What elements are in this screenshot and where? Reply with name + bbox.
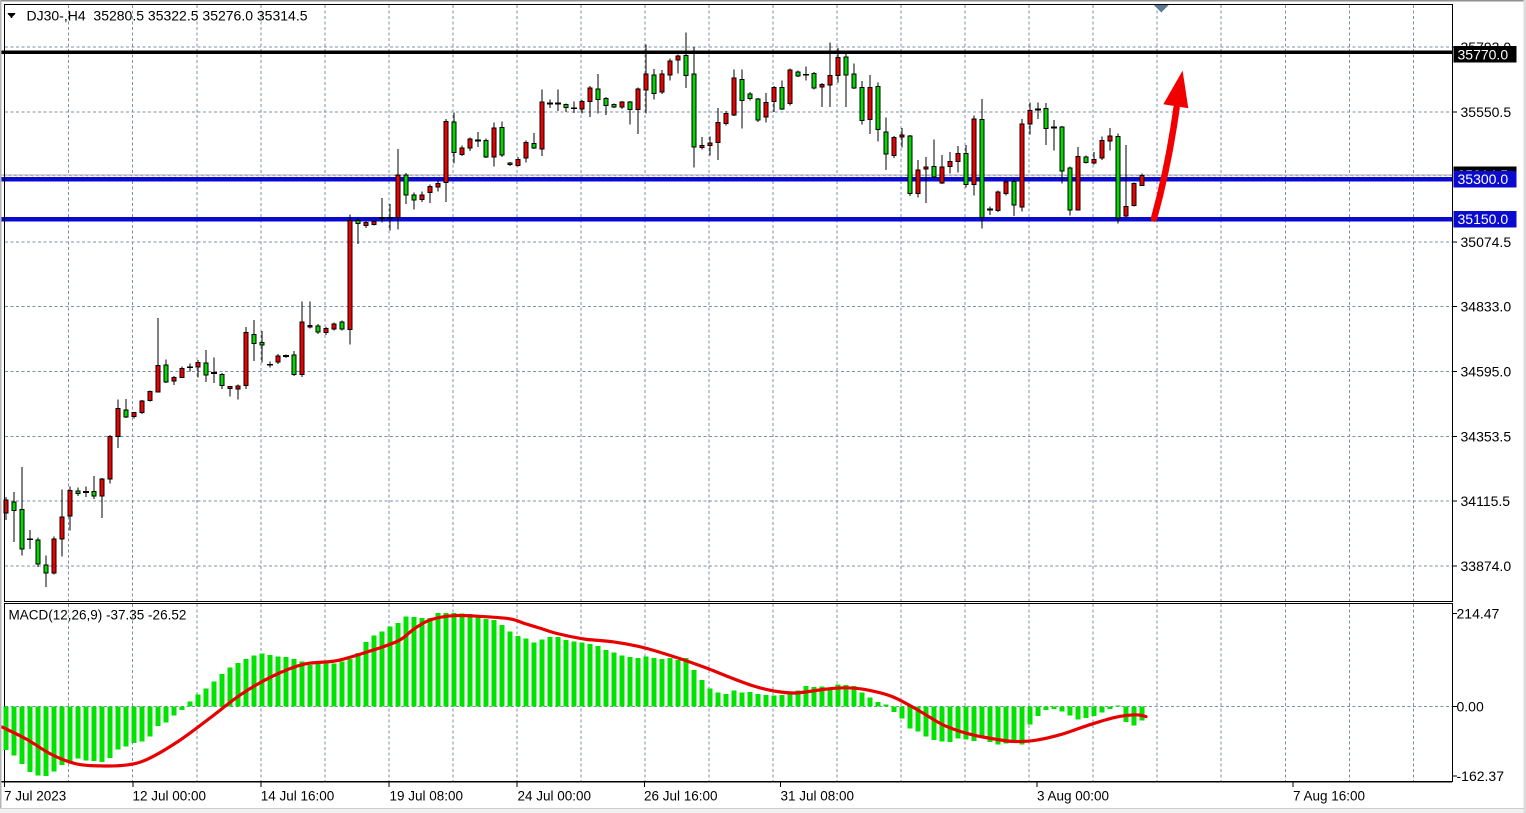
svg-text:34595.0: 34595.0 [1461, 363, 1512, 379]
svg-text:7 Aug 16:00: 7 Aug 16:00 [1293, 789, 1365, 804]
svg-text:-162.37: -162.37 [1457, 768, 1505, 784]
svg-text:12 Jul 00:00: 12 Jul 00:00 [133, 789, 207, 804]
svg-text:34115.5: 34115.5 [1461, 493, 1511, 509]
svg-text:35150.0: 35150.0 [1458, 211, 1509, 227]
svg-text:26 Jul 16:00: 26 Jul 16:00 [644, 789, 718, 804]
svg-text:34353.5: 34353.5 [1461, 428, 1512, 444]
svg-text:33874.0: 33874.0 [1461, 558, 1512, 574]
svg-text:35770.0: 35770.0 [1458, 46, 1509, 62]
svg-text:35550.5: 35550.5 [1461, 104, 1512, 120]
svg-text:19 Jul 08:00: 19 Jul 08:00 [390, 789, 464, 804]
svg-text:0.00: 0.00 [1457, 699, 1484, 715]
svg-text:MACD(12,26,9) -37.35 -26.52: MACD(12,26,9) -37.35 -26.52 [9, 608, 187, 623]
svg-text:7 Jul 2023: 7 Jul 2023 [4, 789, 66, 804]
svg-text:DJ30-,H4 35280.5 35322.5 3527: DJ30-,H4 35280.5 35322.5 35276.0 35314.5 [27, 8, 308, 24]
svg-text:35300.0: 35300.0 [1458, 171, 1509, 187]
svg-text:3 Aug 00:00: 3 Aug 00:00 [1037, 789, 1109, 804]
svg-text:31 Jul 08:00: 31 Jul 08:00 [781, 789, 855, 804]
svg-text:214.47: 214.47 [1457, 605, 1500, 621]
svg-text:35074.5: 35074.5 [1461, 234, 1512, 250]
svg-text:24 Jul 00:00: 24 Jul 00:00 [518, 789, 592, 804]
svg-text:14 Jul 16:00: 14 Jul 16:00 [261, 789, 335, 804]
svg-text:34833.0: 34833.0 [1461, 299, 1512, 315]
